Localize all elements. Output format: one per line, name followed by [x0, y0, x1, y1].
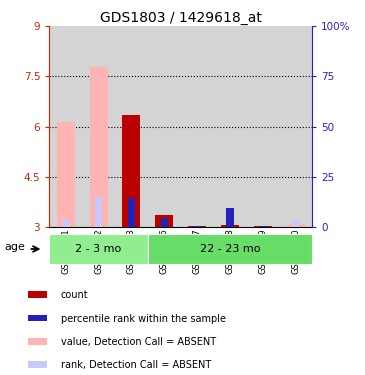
Bar: [254, 225, 272, 227]
Bar: [214, 26, 246, 227]
Bar: [259, 225, 266, 227]
Bar: [148, 234, 312, 264]
Title: GDS1803 / 1429618_at: GDS1803 / 1429618_at: [100, 11, 262, 25]
Text: 2 - 3 mo: 2 - 3 mo: [76, 244, 122, 254]
Bar: [287, 224, 305, 227]
Text: count: count: [61, 290, 89, 300]
Bar: [155, 214, 173, 227]
Text: rank, Detection Call = ABSENT: rank, Detection Call = ABSENT: [61, 360, 211, 370]
Bar: [292, 220, 299, 227]
Bar: [128, 198, 135, 227]
Bar: [28, 291, 47, 298]
Bar: [279, 26, 312, 227]
Bar: [62, 220, 69, 227]
Text: 22 - 23 mo: 22 - 23 mo: [200, 244, 260, 254]
Bar: [82, 26, 115, 227]
Text: percentile rank within the sample: percentile rank within the sample: [61, 314, 226, 324]
Bar: [28, 361, 47, 368]
Bar: [115, 26, 148, 227]
Bar: [193, 225, 201, 227]
Bar: [28, 315, 47, 321]
Bar: [49, 26, 82, 227]
Bar: [89, 67, 108, 227]
Bar: [161, 217, 168, 227]
Bar: [148, 26, 181, 227]
Bar: [122, 115, 141, 227]
Text: age: age: [4, 243, 25, 252]
Bar: [57, 122, 75, 227]
Bar: [28, 338, 47, 345]
Text: value, Detection Call = ABSENT: value, Detection Call = ABSENT: [61, 337, 216, 347]
Bar: [181, 26, 214, 227]
Bar: [49, 234, 148, 264]
Bar: [95, 197, 102, 227]
Bar: [221, 225, 239, 227]
Bar: [226, 209, 234, 227]
Bar: [188, 225, 206, 227]
Bar: [246, 26, 279, 227]
